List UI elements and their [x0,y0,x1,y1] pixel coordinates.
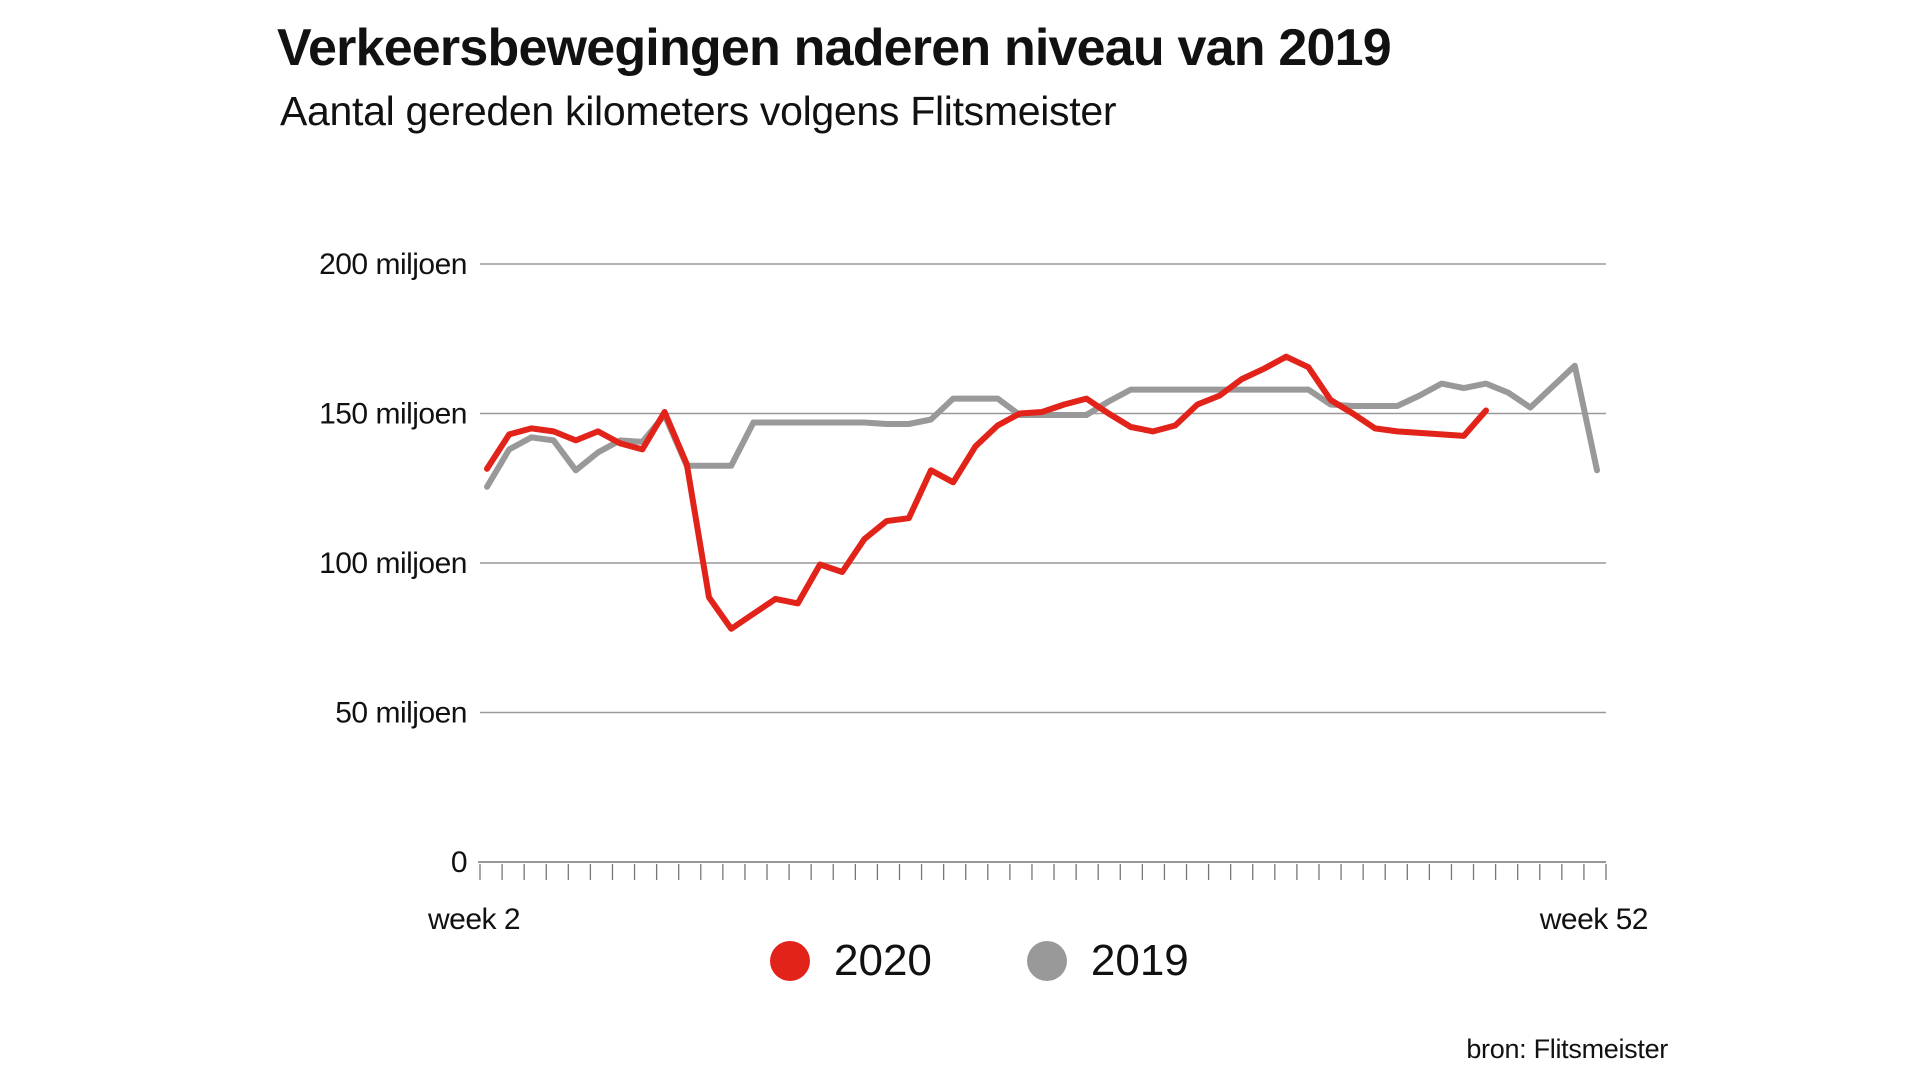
legend-item-2019: 2019 [1026,936,1189,986]
legend-dot-icon [1026,941,1067,981]
y-tick-label: 200 miljoen [319,248,467,281]
legend-dot-icon [770,941,810,981]
y-tick-label: 50 miljoen [335,697,467,730]
legend-item-2020: 2020 [770,936,932,986]
series-line-2020 [484,353,1489,632]
legend-label: 2019 [1090,936,1189,985]
y-tick-label: 0 [451,846,467,879]
source-note: bron: Flitsmeister [1466,1034,1668,1064]
x-axis: week 2 week 52 [427,861,1649,936]
y-tick-label: 100 miljoen [319,547,467,580]
y-axis-labels: 0 50 miljoen 100 miljoen 150 miljoen 200 mil… [319,248,467,879]
x-tick-label-start: week 2 [427,903,520,936]
series-lines [484,353,1600,632]
legend-label: 2020 [834,936,932,985]
y-tick-label: 150 miljoen [319,398,467,431]
gridlines [480,263,1606,714]
chart-subtitle: Aantal gereden kilometers volgens Flitsm… [280,88,1117,134]
chart-title: Verkeersbewegingen naderen niveau van 20… [277,19,1392,77]
legend: 2020 2019 [770,936,1284,986]
x-tick-label-end: week 52 [1539,903,1648,936]
